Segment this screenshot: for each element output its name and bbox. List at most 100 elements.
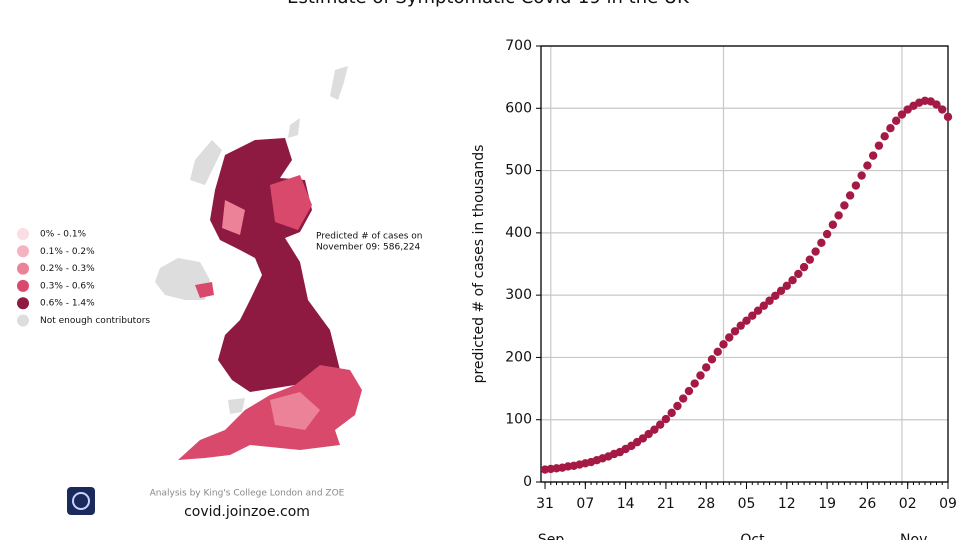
x-tick-label: 19 [818, 496, 836, 512]
map-region [222, 200, 245, 235]
map-region [288, 118, 300, 138]
map-annotation: Predicted # of cases on [316, 232, 423, 242]
data-point [857, 171, 866, 180]
map-legend: 0% - 0.1% 0.1% - 0.2% 0.2% - 0.3% 0.3% - 0.… [17, 228, 150, 327]
map-region [178, 365, 362, 460]
x-month-label: Sep [538, 532, 565, 540]
data-point [684, 386, 694, 396]
data-point [932, 100, 941, 109]
data-point [811, 247, 820, 256]
x-month-label: Oct [740, 532, 765, 540]
x-tick-label: 28 [697, 496, 715, 512]
x-tick-label: 05 [738, 496, 756, 512]
data-point [667, 408, 676, 418]
data-point [794, 269, 803, 279]
y-tick-label: 200 [505, 349, 532, 365]
y-tick-label: 0 [523, 474, 532, 490]
map-region [195, 282, 214, 298]
map-region [270, 175, 312, 230]
map-region [190, 140, 222, 185]
legend-label: 0.6% - 1.4% [40, 299, 95, 309]
footer-url: covid.joinzoe.com [184, 504, 310, 520]
map-region [330, 66, 348, 100]
data-point [897, 110, 907, 119]
plot: 0 100 200 300 400 500 600 700 31 07 14 21 28 05 12 19 26… [505, 38, 957, 540]
logo-mark [72, 492, 90, 510]
data-point [938, 105, 947, 114]
data-point [828, 220, 838, 229]
legend-swatch [17, 297, 29, 310]
data-point [891, 116, 901, 125]
legend-swatch [17, 245, 29, 258]
data-point [822, 229, 832, 239]
data-point [638, 434, 648, 443]
x-month-label: Nov [900, 532, 927, 540]
y-tick-label: 100 [505, 412, 532, 428]
data-point [725, 333, 734, 342]
legend-label: 0.1% - 0.2% [40, 247, 95, 257]
data-point [817, 238, 826, 248]
data-point [943, 112, 953, 122]
x-tick-label: 31 [536, 496, 554, 512]
data-point [840, 201, 849, 210]
data-point [661, 414, 671, 424]
data-point [719, 340, 728, 349]
data-point [678, 394, 688, 403]
y-tick-label: 600 [505, 100, 532, 116]
footer-credit: Analysis by King's College London and ZO… [150, 489, 345, 499]
map-region [270, 392, 320, 430]
legend-swatch [17, 262, 29, 275]
map-region [155, 258, 210, 300]
x-tick-label: 14 [617, 496, 635, 512]
data-point [868, 151, 878, 160]
data-point [759, 301, 768, 310]
data-point [753, 306, 763, 315]
data-point [730, 327, 740, 336]
data-point [696, 371, 705, 380]
map: Predicted # of cases on November 09: 586… [155, 66, 423, 460]
data-point [799, 262, 809, 272]
data-point [834, 211, 843, 220]
x-tick-label: 12 [778, 496, 796, 512]
x-tick-label: 26 [858, 496, 876, 512]
map-region [228, 398, 245, 414]
legend-label: 0.3% - 0.6% [40, 281, 95, 291]
x-tick-label: 21 [657, 496, 675, 512]
data-point [702, 363, 711, 372]
data-point [673, 401, 682, 411]
data-point [713, 347, 722, 357]
legend-label: 0.2% - 0.3% [40, 264, 95, 274]
y-tick-label: 400 [505, 225, 532, 241]
legend-label: 0% - 0.1% [40, 230, 87, 240]
y-axis-label: predicted # of cases in thousands [471, 145, 487, 384]
x-tick-label: 02 [899, 496, 917, 512]
data-point [650, 425, 659, 434]
legend-swatch [17, 279, 29, 292]
data-point [736, 321, 745, 330]
legend-swatch [17, 228, 29, 240]
map-region [210, 138, 340, 392]
data-point [655, 420, 665, 429]
data-point [776, 286, 786, 295]
y-tick-label: 700 [505, 38, 532, 54]
logo [67, 487, 95, 515]
y-tick-label: 300 [505, 287, 532, 303]
data-point [644, 429, 653, 439]
map-annotation: November 09: 586,224 [316, 243, 421, 253]
plot-frame [540, 45, 949, 483]
data-point [851, 181, 861, 190]
data-point [748, 311, 757, 320]
data-point [845, 191, 855, 200]
data-point [690, 379, 699, 388]
data-point [782, 281, 792, 290]
chart-title: Estimate of Symptomatic Covid-19 in the … [287, 0, 690, 8]
y-tick-label: 500 [505, 163, 532, 179]
data-point [880, 132, 889, 141]
data-point [886, 124, 895, 133]
data-point [765, 296, 774, 305]
data-point [707, 355, 717, 364]
data-point [805, 255, 815, 264]
data-point [771, 291, 780, 300]
